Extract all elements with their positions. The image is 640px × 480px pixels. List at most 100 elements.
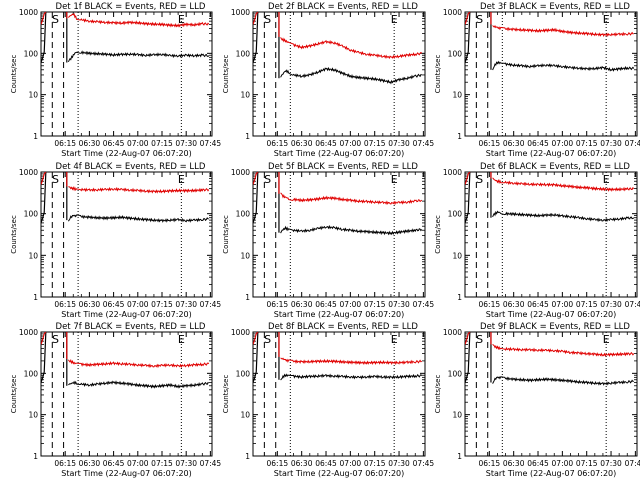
series-line-lld [280,357,423,366]
x-tick-label: 06:30 [79,300,101,309]
chart-panel-9: Det 9f BLACK = Events, RED = LLD 1 10 100 10… [434,322,640,478]
x-tick-label: 07:45 [625,139,640,148]
chart-panel-3: Det 3f BLACK = Events, RED = LLD 1 10 100 10… [434,2,640,158]
marker-label-s: S [264,173,271,186]
y-tick-label: 100 [448,210,463,219]
x-tick-label: 06:30 [291,300,313,309]
y-tick-label: 1000 [443,328,462,337]
chart-title: Det 6f BLACK = Events, RED = LLD [480,162,630,172]
series-line-events [280,66,422,85]
series-line-lld [280,37,423,60]
series-line-lld [68,13,210,28]
x-tick-label: 07:45 [200,139,222,148]
axes-frame [464,331,638,457]
chart-panel-5: Det 5f BLACK = Events, RED = LLD 1 10 100 10… [222,162,434,319]
y-tick-label: 1000 [443,168,462,177]
marker-label-e: E [603,173,610,186]
series-line-events [492,376,634,386]
marker-label-s: S [52,13,59,26]
y-axis-label: Counts/sec [10,375,18,414]
x-tick-label: 07:45 [200,459,222,468]
chart-panel-6: Det 6f BLACK = Events, RED = LLD 1 10 100 10… [434,162,640,319]
x-tick-label: 07:15 [364,459,386,468]
x-tick-label: 07:15 [364,300,386,309]
x-tick-label: 07:30 [600,300,622,309]
series-line-events [68,380,210,389]
series-line-events [280,373,423,381]
x-tick-label: 06:45 [527,459,549,468]
x-tick-label: 06:15 [479,139,501,148]
series-line-lld [492,25,634,37]
early-segment-events [41,332,47,383]
y-tick-label: 1000 [231,8,250,17]
x-tick-label: 07:00 [552,300,574,309]
y-axis-label: Counts/sec [434,55,442,94]
marker-label-s: S [52,173,59,186]
y-tick-label: 1 [457,452,462,461]
series-line-events [492,210,635,223]
marker-label-s: S [264,333,271,346]
marker-label-s: S [476,333,483,346]
chart-title: Det 7f BLACK = Events, RED = LLD [56,322,206,332]
axes-frame [252,171,426,298]
x-tick-label: 06:30 [503,139,525,148]
x-axis-label: Start Time (22-Aug-07 06:07:20) [486,469,617,478]
y-tick-label: 10 [28,411,38,420]
x-tick-label: 07:00 [340,139,362,148]
axes-frame [252,331,426,457]
x-tick-label: 06:15 [479,459,501,468]
x-tick-label: 07:00 [340,300,362,309]
y-tick-label: 1 [245,132,250,141]
series-line-lld [492,343,635,358]
axes-frame [40,11,213,137]
marker-label-e: E [391,13,398,26]
x-tick-label: 06:15 [54,300,76,309]
y-tick-label: 1 [245,452,250,461]
marker-label-e: E [178,13,185,26]
x-tick-label: 07:00 [552,139,574,148]
chart-title: Det 5f BLACK = Events, RED = LLD [268,162,418,172]
x-tick-label: 06:30 [291,459,313,468]
chart-panel-4: Det 4f BLACK = Events, RED = LLD 1 10 100 10… [10,162,221,319]
axes-frame [40,331,213,457]
x-tick-label: 07:30 [388,139,410,148]
y-tick-label: 100 [24,49,39,58]
chart-title: Det 4f BLACK = Events, RED = LLD [56,162,206,172]
y-tick-label: 100 [236,49,251,58]
x-tick-label: 06:45 [103,459,125,468]
early-segment-lld [253,172,259,185]
y-tick-label: 100 [448,369,463,378]
x-tick-label: 07:15 [576,459,598,468]
x-tick-label: 07:30 [175,300,197,309]
y-axis-label: Counts/sec [222,215,230,254]
early-segment-lld [41,172,47,185]
y-tick-label: 10 [28,251,38,260]
x-tick-label: 07:15 [364,139,386,148]
y-tick-label: 10 [240,251,250,260]
x-tick-label: 06:15 [54,459,76,468]
chart-panel-8: Det 8f BLACK = Events, RED = LLD 1 10 100 10… [222,322,434,478]
x-tick-label: 06:30 [79,139,101,148]
chart-panel-7: Det 7f BLACK = Events, RED = LLD 1 10 100 10… [10,322,221,478]
marker-label-e: E [603,333,610,346]
y-tick-label: 1 [33,132,38,141]
early-segment-events [41,172,47,224]
x-axis-label: Start Time (22-Aug-07 06:07:20) [486,310,617,319]
x-tick-label: 07:45 [200,300,222,309]
x-tick-label: 06:15 [267,139,289,148]
early-segment-lld [253,12,259,25]
axes-frame [464,11,638,137]
early-segment-events [41,12,47,63]
early-segment-lld [41,332,47,345]
chart-panel-1: Det 1f BLACK = Events, RED = LLD 1 10 100 10… [10,2,221,158]
y-tick-label: 10 [240,411,250,420]
y-tick-label: 10 [240,91,250,100]
y-axis-label: Counts/sec [222,375,230,414]
x-tick-label: 06:45 [103,139,125,148]
x-tick-label: 06:30 [503,459,525,468]
y-tick-label: 100 [236,210,251,219]
y-tick-label: 10 [452,251,462,260]
marker-label-s: S [476,173,483,186]
chart-title: Det 2f BLACK = Events, RED = LLD [268,2,418,12]
